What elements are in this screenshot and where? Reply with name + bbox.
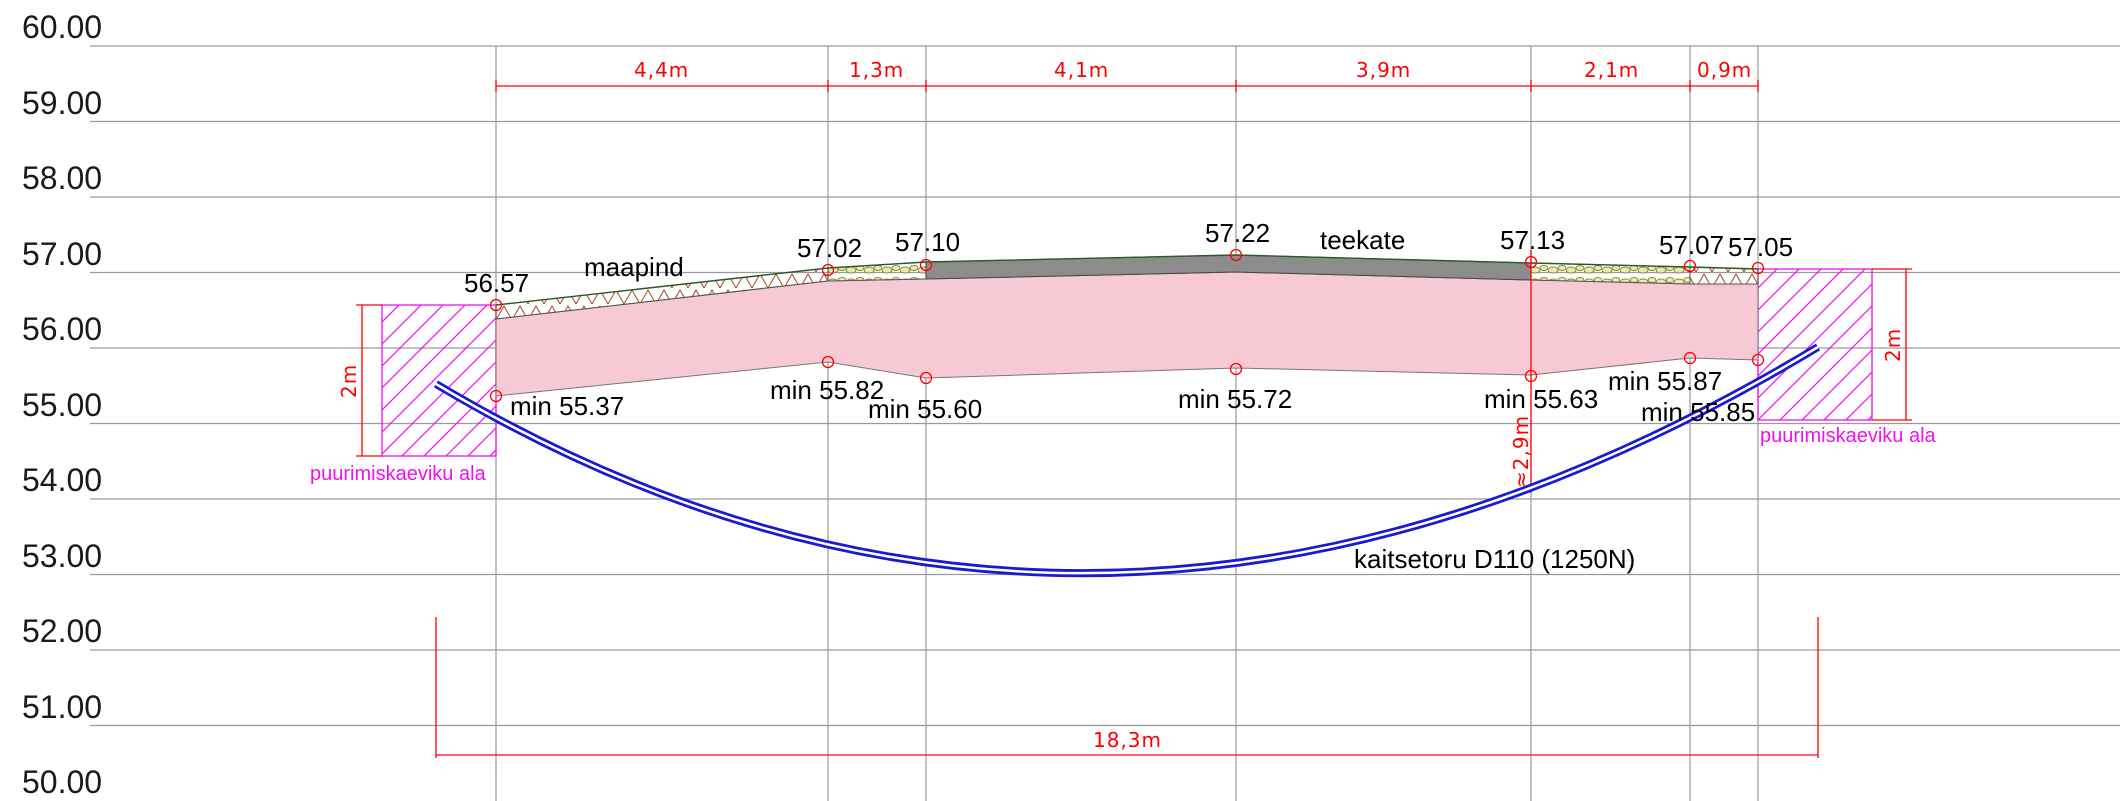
y-label-51: 51.00 — [22, 689, 102, 725]
pit-depth-right-label: 2m — [1881, 328, 1905, 362]
dim-segment-4: 3,9m — [1356, 58, 1411, 82]
min-level-4: min 55.72 — [1178, 384, 1292, 414]
surface-level-4: 57.22 — [1205, 218, 1270, 248]
surface-level-labels: 56.57 57.02 57.10 57.22 57.13 57.07 57.0… — [464, 218, 1793, 298]
pit-left-label: puurimiskaeviku ala — [310, 463, 487, 485]
surface-level-2: 57.02 — [797, 233, 862, 263]
surface-level-7: 57.05 — [1728, 232, 1793, 262]
pavement-label: teekate — [1320, 225, 1405, 255]
total-dimension: 18,3m — [435, 617, 1819, 758]
pit-depth-right: 2m — [1872, 268, 1912, 421]
y-axis-labels: 60.00 59.00 58.00 57.00 56.00 55.00 54.0… — [22, 9, 102, 800]
dim-segment-2: 1,3m — [849, 58, 904, 82]
survey-points — [489, 248, 1765, 403]
y-label-52: 52.00 — [22, 613, 102, 649]
pit-right-label: puurimiskaeviku ala — [1760, 425, 1937, 447]
pipe-label: kaitsetoru D110 (1250N) — [1354, 544, 1635, 574]
min-level-2: min 55.82 — [770, 375, 884, 405]
y-label-59: 59.00 — [22, 85, 102, 121]
y-label-55: 55.00 — [22, 387, 102, 423]
y-label-58: 58.00 — [22, 160, 102, 196]
min-level-1: min 55.37 — [510, 391, 624, 421]
surface-level-1: 56.57 — [464, 268, 529, 298]
y-label-54: 54.00 — [22, 462, 102, 498]
depth-dimension-label: ≈2,9m — [1509, 415, 1533, 488]
min-level-3: min 55.60 — [868, 394, 982, 424]
ground-label: maapind — [584, 252, 684, 282]
min-level-6: min 55.87 — [1608, 366, 1722, 396]
y-label-57: 57.00 — [22, 236, 102, 272]
surface-level-3: 57.10 — [895, 227, 960, 257]
dim-segment-1: 4,4m — [634, 58, 689, 82]
y-label-50: 50.00 — [22, 764, 102, 800]
min-level-7: min 55.85 — [1641, 397, 1755, 427]
dim-segment-6: 0,9m — [1697, 58, 1752, 82]
min-level-labels: min 55.37 min 55.82 min 55.60 min 55.72 … — [510, 366, 1755, 427]
surface-level-6: 57.07 — [1659, 230, 1724, 260]
ground-layer-right — [1689, 266, 1759, 285]
y-label-53: 53.00 — [22, 538, 102, 574]
min-level-5: min 55.63 — [1484, 384, 1598, 414]
dim-segment-3: 4,1m — [1054, 58, 1109, 82]
pit-depth-left: 2m — [337, 304, 382, 457]
pit-left — [381, 304, 497, 457]
surface-level-5: 57.13 — [1500, 225, 1565, 255]
y-label-60: 60.00 — [22, 9, 102, 45]
top-dimension-chain: 4,4m 1,3m 4,1m 3,9m 2,1m 0,9m — [495, 58, 1759, 92]
y-label-56: 56.00 — [22, 311, 102, 347]
vertical-gridlines — [495, 46, 1759, 801]
pit-depth-left-label: 2m — [337, 364, 361, 398]
surface-line — [495, 254, 1759, 306]
dim-segment-5: 2,1m — [1584, 58, 1639, 82]
total-dimension-label: 18,3m — [1093, 728, 1162, 752]
